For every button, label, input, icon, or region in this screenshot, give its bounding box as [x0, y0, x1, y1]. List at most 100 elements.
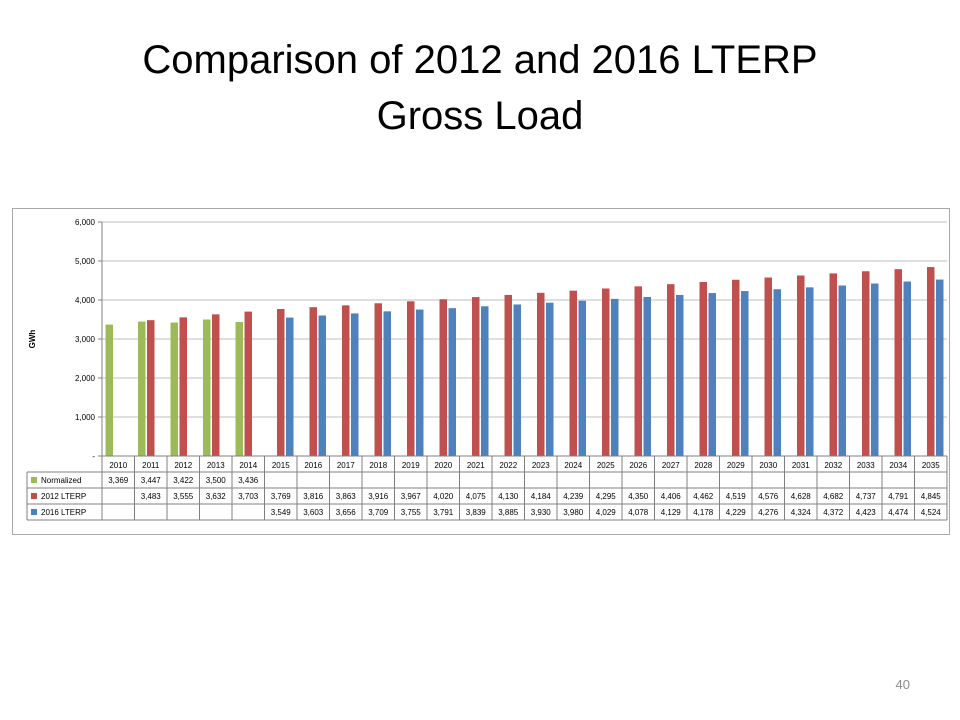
legend-label: 2012 LTERP [41, 492, 86, 501]
bar [699, 281, 707, 456]
data-label: 3,930 [531, 508, 552, 517]
bar [351, 313, 359, 456]
y-tick-label: 3,000 [75, 335, 96, 344]
x-tick-label: 2014 [239, 461, 257, 470]
bar [643, 296, 651, 456]
data-label: 3,885 [498, 508, 519, 517]
data-label: 4,029 [596, 508, 617, 517]
data-label: 4,423 [856, 508, 877, 517]
bar [179, 317, 187, 456]
y-axis-title: GWh [28, 330, 37, 349]
data-label: 3,632 [206, 492, 227, 501]
x-tick-label: 2016 [304, 461, 322, 470]
data-label: 4,178 [693, 508, 714, 517]
y-tick-label: 6,000 [75, 218, 96, 227]
chart-frame: - 1,000 2,000 3,000 4,000 5,000 6,000 GWh 2010 20… [12, 208, 950, 535]
x-tick-label: 2022 [499, 461, 517, 470]
x-tick-label: 2021 [467, 461, 485, 470]
data-label: 3,755 [401, 508, 422, 517]
y-tick-label: 5,000 [75, 257, 96, 266]
bar [277, 309, 285, 456]
y-tick-label: - [92, 452, 95, 461]
data-label: 4,350 [628, 492, 649, 501]
bar [602, 288, 610, 456]
bar [806, 287, 814, 456]
bar [235, 321, 243, 456]
data-label: 3,549 [271, 508, 292, 517]
data-label: 4,791 [888, 492, 909, 501]
bar [741, 291, 749, 456]
bar [105, 324, 113, 456]
bar [871, 283, 879, 456]
legend-key [31, 477, 37, 483]
bar [416, 309, 424, 456]
bar [797, 275, 805, 456]
data-label: 4,276 [758, 508, 779, 517]
x-tick-label: 2023 [532, 461, 550, 470]
bar [569, 290, 577, 456]
data-label: 3,422 [173, 476, 194, 485]
bar [504, 294, 512, 456]
x-tick-label: 2018 [369, 461, 387, 470]
x-tick-label: 2011 [142, 461, 160, 470]
x-tick-label: 2032 [824, 461, 842, 470]
x-tick-label: 2013 [207, 461, 225, 470]
bar [773, 289, 781, 456]
data-label: 3,791 [433, 508, 454, 517]
data-label: 3,863 [336, 492, 357, 501]
data-label: 4,845 [921, 492, 942, 501]
data-label: 4,324 [791, 508, 812, 517]
data-label: 3,555 [173, 492, 194, 501]
bar [407, 301, 415, 456]
data-label: 4,229 [726, 508, 747, 517]
bar [138, 321, 146, 456]
x-tick-label: 2030 [759, 461, 777, 470]
bar [829, 273, 837, 456]
data-label: 4,075 [466, 492, 487, 501]
data-label: 4,576 [758, 492, 779, 501]
data-label: 4,129 [661, 508, 682, 517]
x-tick-label: 2028 [694, 461, 712, 470]
x-tick-label: 2027 [662, 461, 680, 470]
x-tick-label: 2010 [109, 461, 127, 470]
data-label: 4,474 [888, 508, 909, 517]
data-label: 3,816 [303, 492, 324, 501]
data-label: 3,769 [271, 492, 292, 501]
bar [676, 294, 684, 456]
data-label: 4,737 [856, 492, 877, 501]
data-label: 3,603 [303, 508, 324, 517]
x-tick-label: 2026 [629, 461, 647, 470]
data-label: 3,500 [206, 476, 227, 485]
bar [472, 297, 480, 456]
data-label: 3,980 [563, 508, 584, 517]
bar [147, 320, 155, 456]
x-tick-label: 2024 [564, 461, 582, 470]
data-label: 3,483 [141, 492, 162, 501]
data-label: 3,967 [401, 492, 422, 501]
bar [481, 306, 489, 456]
x-tick-label: 2029 [727, 461, 745, 470]
y-tick-label: 4,000 [75, 296, 96, 305]
y-tick-label: 2,000 [75, 374, 96, 383]
data-label: 4,130 [498, 492, 519, 501]
data-label: 4,406 [661, 492, 682, 501]
bar [927, 267, 935, 456]
data-label: 3,447 [141, 476, 162, 485]
bar [383, 311, 391, 456]
data-label: 4,239 [563, 492, 584, 501]
legend-key [31, 493, 37, 499]
data-label: 4,628 [791, 492, 812, 501]
x-tick-label: 2035 [922, 461, 940, 470]
bar [862, 271, 870, 456]
data-label: 4,020 [433, 492, 454, 501]
slide-title-line-1: Comparison of 2012 and 2016 LTERP [142, 38, 818, 82]
bar [286, 317, 294, 456]
x-tick-label: 2012 [174, 461, 192, 470]
bar [342, 305, 350, 456]
bar [170, 322, 178, 456]
bar [546, 302, 554, 456]
x-tick-label: 2019 [402, 461, 420, 470]
x-tick-label: 2031 [792, 461, 810, 470]
data-label: 3,436 [238, 476, 259, 485]
data-label: 4,682 [823, 492, 844, 501]
